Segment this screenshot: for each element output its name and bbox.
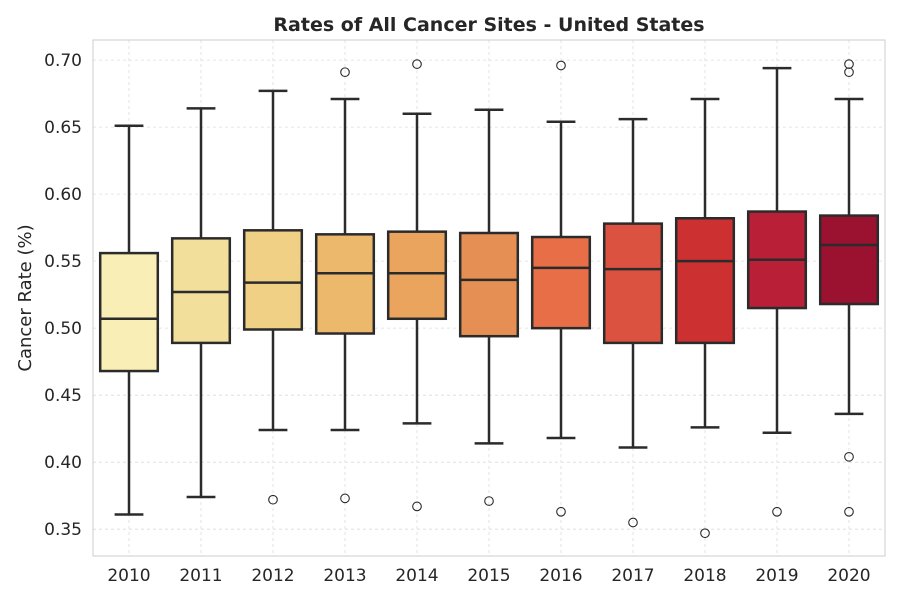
y-tick-label: 0.35 bbox=[44, 520, 82, 540]
x-tick-label: 2016 bbox=[539, 566, 582, 586]
outlier-point bbox=[844, 59, 854, 69]
chart-title: Rates of All Cancer Sites - United State… bbox=[273, 14, 704, 36]
box-group-2019 bbox=[746, 66, 808, 517]
x-tick-label: 2010 bbox=[107, 566, 150, 586]
box-body bbox=[170, 237, 232, 345]
outlier-point bbox=[844, 67, 854, 78]
box-body bbox=[602, 222, 664, 345]
box-body bbox=[242, 229, 304, 331]
x-tick-label: 2015 bbox=[467, 566, 510, 586]
y-tick-label: 0.50 bbox=[44, 319, 82, 339]
x-tick-label: 2011 bbox=[179, 566, 222, 586]
y-tick-label: 0.40 bbox=[44, 453, 82, 473]
x-tick-label: 2017 bbox=[611, 566, 654, 586]
boxes bbox=[98, 59, 880, 539]
outlier-point bbox=[700, 528, 710, 539]
outlier-point bbox=[772, 506, 782, 517]
outlier-point bbox=[844, 451, 854, 462]
outlier-point bbox=[412, 59, 422, 69]
box-group-2013 bbox=[314, 67, 376, 504]
outlier-point bbox=[484, 496, 494, 506]
outlier-point bbox=[844, 506, 854, 517]
box-group-2016 bbox=[530, 60, 592, 517]
outlier-point bbox=[340, 67, 350, 78]
y-axis-ticks: 0.35 0.40 0.45 0.50 0.55 0.60 0.65 0.70 bbox=[44, 51, 82, 540]
x-tick-label: 2019 bbox=[755, 566, 798, 586]
box-group-2020 bbox=[818, 59, 880, 517]
x-tick-label: 2012 bbox=[251, 566, 294, 586]
y-tick-label: 0.45 bbox=[44, 386, 82, 406]
box-group-2015 bbox=[458, 108, 520, 506]
y-axis-label: Cancer Rate (%) bbox=[15, 224, 36, 371]
box-group-2010 bbox=[98, 124, 160, 516]
box-body bbox=[314, 233, 376, 335]
outlier-point bbox=[412, 501, 422, 512]
y-tick-label: 0.65 bbox=[44, 118, 82, 138]
y-tick-label: 0.55 bbox=[44, 252, 82, 272]
x-tick-label: 2014 bbox=[395, 566, 438, 586]
outlier-point bbox=[556, 60, 566, 71]
y-tick-label: 0.70 bbox=[44, 51, 82, 71]
outlier-point bbox=[556, 506, 566, 517]
box-body bbox=[386, 230, 448, 321]
box-group-2012 bbox=[242, 89, 304, 505]
x-tick-label: 2013 bbox=[323, 566, 366, 586]
box-body bbox=[458, 231, 520, 338]
box-group-2014 bbox=[386, 59, 448, 512]
outlier-point bbox=[340, 493, 350, 504]
box-body bbox=[530, 235, 592, 330]
outlier-point bbox=[628, 517, 638, 528]
x-axis-ticks: 2010 2011 2012 2013 2014 2015 2016 2017 2018 2019… bbox=[107, 566, 870, 586]
plot-frame bbox=[92, 39, 886, 557]
box-body bbox=[818, 214, 880, 306]
x-tick-label: 2018 bbox=[683, 566, 726, 586]
box-group-2017 bbox=[602, 117, 664, 528]
box-group-2018 bbox=[674, 97, 736, 539]
box-body bbox=[98, 251, 160, 373]
box-group-2011 bbox=[170, 107, 232, 499]
y-tick-label: 0.60 bbox=[44, 185, 82, 205]
box-body bbox=[674, 217, 736, 345]
outlier-point bbox=[268, 494, 278, 505]
x-tick-label: 2020 bbox=[827, 566, 870, 586]
